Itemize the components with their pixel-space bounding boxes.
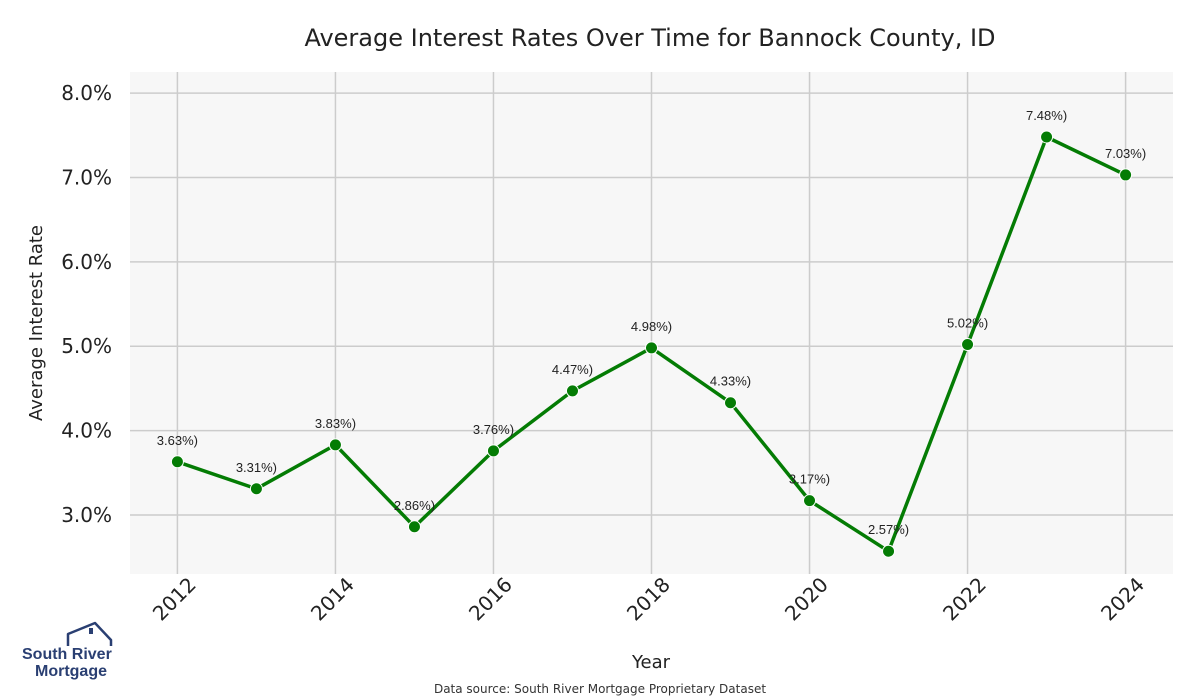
y-tick-label: 7.0% <box>61 165 112 189</box>
series-points <box>170 130 1133 558</box>
data-label: 2.57%) <box>868 522 909 537</box>
source-note: Data source: South River Mortgage Propri… <box>434 682 766 696</box>
data-point <box>407 520 421 534</box>
data-point <box>803 494 817 508</box>
data-label: 3.17%) <box>789 472 830 487</box>
data-point <box>170 455 184 469</box>
y-tick-label: 8.0% <box>61 81 112 105</box>
chart-title: Average Interest Rates Over Time for Ban… <box>304 24 995 52</box>
data-label: 4.98%) <box>631 319 672 334</box>
data-point <box>328 438 342 452</box>
data-point <box>961 338 975 352</box>
data-point <box>724 396 738 410</box>
data-point <box>1040 130 1054 144</box>
x-axis-label: Year <box>631 652 671 673</box>
data-labels: 3.63%) 3.31%) 3.83%) 2.86%) 3.76%) 4.47%) 4.98… <box>157 108 1146 537</box>
x-tick-label: 2020 <box>780 572 833 625</box>
data-label: 3.63%) <box>157 433 198 448</box>
data-label: 3.83%) <box>315 416 356 431</box>
data-point <box>645 341 658 355</box>
x-tick-label: 2016 <box>464 572 517 625</box>
data-point <box>1119 168 1133 182</box>
data-point <box>565 384 579 398</box>
data-label: 4.47%) <box>552 362 593 377</box>
y-axis-label: Average Interest Rate <box>26 225 47 421</box>
x-tick-label: 2024 <box>1096 572 1149 625</box>
data-label: 3.76%) <box>473 422 514 437</box>
data-label: 7.03%) <box>1105 146 1146 161</box>
logo: South River Mortgage <box>22 621 113 680</box>
data-label: 4.33%) <box>710 374 751 389</box>
y-axis-ticks: 3.0% 4.0% 5.0% 6.0% 7.0% 8.0% <box>61 81 112 527</box>
data-point <box>249 482 263 496</box>
y-tick-label: 5.0% <box>61 334 112 358</box>
house-icon <box>66 621 113 646</box>
y-tick-label: 3.0% <box>61 503 112 527</box>
data-point <box>882 544 896 558</box>
logo-line-1: South River <box>22 646 112 663</box>
data-label: 3.31%) <box>236 460 277 475</box>
logo-line-2: Mortgage <box>35 663 107 680</box>
x-tick-label: 2022 <box>938 572 991 625</box>
data-label: 5.02%) <box>947 316 988 331</box>
x-tick-label: 2014 <box>306 572 359 625</box>
x-axis-ticks: 2012 2014 2016 2018 2020 2022 2024 <box>148 572 1149 625</box>
data-label: 2.86%) <box>394 498 435 513</box>
y-tick-label: 6.0% <box>61 250 112 274</box>
y-tick-label: 4.0% <box>61 419 112 443</box>
data-point <box>486 444 500 458</box>
x-tick-label: 2018 <box>622 572 675 625</box>
x-tick-label: 2012 <box>148 572 201 625</box>
data-label: 7.48%) <box>1026 108 1067 123</box>
